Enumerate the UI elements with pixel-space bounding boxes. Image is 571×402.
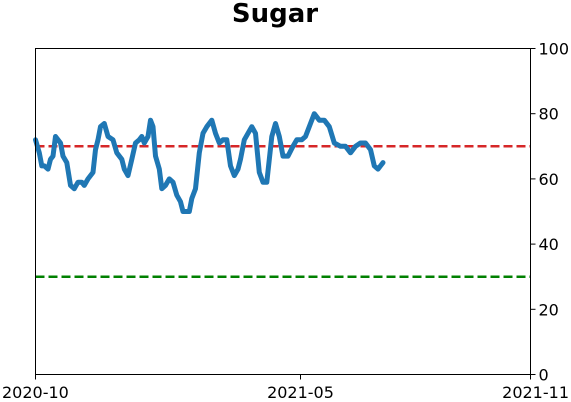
y-axis: 0 20 40 60 80 100 <box>530 40 570 385</box>
y-tick-label: 40 <box>539 235 559 254</box>
series-line-1 <box>33 111 386 214</box>
y-tick-label: 80 <box>539 105 559 124</box>
series-layer <box>33 111 386 214</box>
y-tick-label: 0 <box>539 366 549 385</box>
x-tick-label: 2020-10 <box>2 383 69 402</box>
y-tick-label: 20 <box>539 300 559 319</box>
x-tick-label: 2021-05 <box>267 383 334 402</box>
y-tick-label: 100 <box>539 40 570 59</box>
y-tick-label: 60 <box>539 170 559 189</box>
chart-title: Sugar <box>232 0 318 29</box>
reference-lines <box>35 145 531 278</box>
x-tick-label: 2021-11 <box>502 383 569 402</box>
x-axis: 2020-10 2021-05 2021-11 <box>2 374 569 402</box>
plot-frame <box>35 48 531 375</box>
